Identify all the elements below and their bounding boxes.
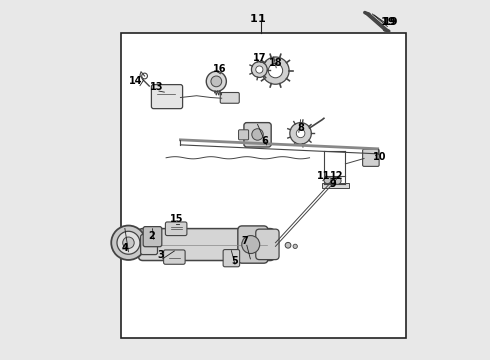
- Circle shape: [285, 242, 291, 248]
- Text: 19: 19: [381, 17, 396, 27]
- FancyBboxPatch shape: [256, 229, 279, 260]
- Circle shape: [111, 226, 146, 260]
- Circle shape: [262, 57, 289, 84]
- Text: 7: 7: [242, 236, 248, 246]
- Text: 4: 4: [122, 243, 128, 253]
- Circle shape: [122, 237, 134, 248]
- FancyBboxPatch shape: [244, 123, 271, 147]
- Text: 6: 6: [261, 136, 268, 145]
- Text: 1: 1: [257, 14, 265, 24]
- FancyBboxPatch shape: [238, 226, 268, 263]
- Circle shape: [252, 129, 263, 140]
- Text: 9: 9: [329, 179, 336, 189]
- FancyBboxPatch shape: [143, 226, 162, 247]
- Circle shape: [251, 62, 267, 77]
- Text: 2: 2: [148, 231, 155, 240]
- Text: 11: 11: [317, 171, 331, 181]
- Circle shape: [296, 129, 305, 138]
- Circle shape: [206, 71, 226, 91]
- Text: 15: 15: [170, 215, 184, 224]
- FancyBboxPatch shape: [239, 130, 248, 140]
- FancyBboxPatch shape: [139, 229, 274, 261]
- Text: 5: 5: [231, 256, 238, 266]
- FancyBboxPatch shape: [166, 222, 187, 235]
- FancyBboxPatch shape: [220, 93, 239, 103]
- Text: 13: 13: [150, 82, 164, 92]
- Circle shape: [324, 176, 331, 184]
- Circle shape: [290, 123, 311, 144]
- Text: 8: 8: [297, 123, 304, 133]
- Circle shape: [242, 235, 260, 253]
- Bar: [122, 33, 406, 338]
- Text: 1: 1: [250, 14, 258, 24]
- Text: 17: 17: [252, 53, 266, 63]
- Circle shape: [334, 177, 341, 184]
- FancyBboxPatch shape: [151, 85, 183, 109]
- Text: 16: 16: [213, 64, 227, 74]
- FancyBboxPatch shape: [141, 234, 157, 255]
- Circle shape: [117, 231, 140, 254]
- Text: 10: 10: [373, 152, 386, 162]
- Circle shape: [293, 244, 297, 248]
- Circle shape: [269, 63, 283, 78]
- Circle shape: [211, 76, 221, 87]
- Bar: [322, 183, 349, 188]
- FancyBboxPatch shape: [363, 149, 379, 166]
- Circle shape: [256, 66, 263, 73]
- Text: 18: 18: [269, 58, 282, 68]
- Text: 3: 3: [157, 250, 164, 260]
- FancyBboxPatch shape: [164, 250, 185, 264]
- Text: 14: 14: [129, 76, 143, 86]
- Text: 19: 19: [382, 17, 398, 27]
- FancyBboxPatch shape: [223, 249, 240, 267]
- Text: 12: 12: [330, 171, 343, 181]
